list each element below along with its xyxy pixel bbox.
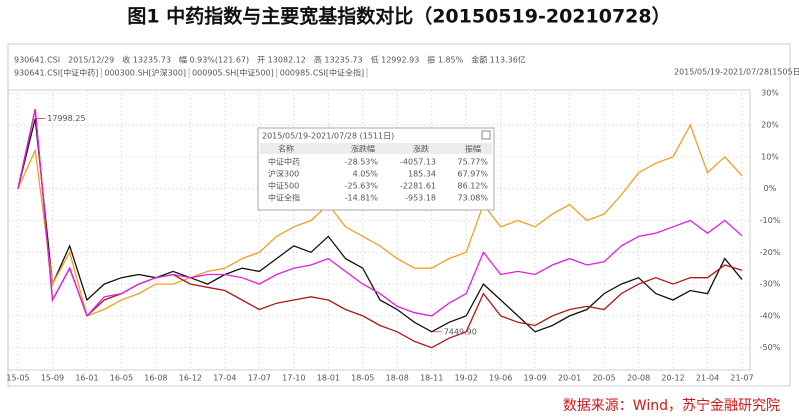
x-tick-label: 19-09 — [524, 374, 547, 383]
table-cell: 4.05% — [353, 170, 379, 179]
annotation: 17998.25 — [47, 114, 85, 123]
info-item: 金额 113.36亿 — [471, 55, 526, 65]
table-close — [481, 130, 491, 140]
y-tick-label: 20% — [761, 121, 779, 130]
y-tick-label: -10% — [760, 216, 781, 225]
legend-item: 000300.SH[沪深300] — [104, 68, 186, 78]
table-cell: 中证全指 — [268, 193, 300, 203]
x-tick-label: 21-04 — [696, 374, 719, 383]
table-cell: 185.34 — [408, 170, 436, 179]
x-tick-label: 17-10 — [282, 374, 305, 383]
table-header-bg — [260, 143, 492, 154]
x-tick-label: 18-11 — [420, 374, 443, 383]
x-tick-label: 19-02 — [455, 374, 478, 383]
table-cell: 75.77% — [457, 158, 488, 167]
table-cell: 86.12% — [457, 182, 488, 191]
y-tick-label: 0% — [764, 184, 777, 193]
info-item: 930641.CSI — [14, 56, 60, 65]
chart-title: 图1 中药指数与主要宽基指数对比（20150519-20210728） — [127, 5, 670, 28]
table-header: 涨跌 — [413, 144, 429, 154]
x-tick-label: 16-05 — [110, 374, 133, 383]
series-line — [17, 118, 743, 333]
table-cell: 中证500 — [268, 181, 299, 191]
range-label: 2015/05/19-2021/07/28(1505日) — [674, 68, 799, 77]
info-item: 2015/12/29 — [68, 56, 114, 65]
info-item: 幅 0.93%(121.67) — [179, 55, 249, 65]
series-line — [17, 123, 743, 317]
x-tick-label: 17-04 — [213, 374, 236, 383]
x-tick-label: 20-01 — [558, 374, 581, 383]
x-tick-label: 20-05 — [592, 374, 615, 383]
x-tick-label: 16-12 — [179, 374, 202, 383]
x-tick-label: 20-12 — [661, 374, 684, 383]
annotation: 7449.90 — [444, 327, 477, 336]
x-tick-label: 21-07 — [730, 374, 753, 383]
x-tick-label: 18-01 — [317, 374, 340, 383]
info-item: 低 12992.93 — [371, 55, 420, 65]
table-cell: 73.08% — [457, 194, 488, 203]
info-item: 高 13235.73 — [314, 55, 363, 65]
table-box — [257, 127, 495, 211]
x-tick-label: 15-09 — [41, 374, 64, 383]
source: 数据来源：Wind，苏宁金融研究院 — [563, 397, 780, 414]
table-cell: 67.97% — [457, 170, 488, 179]
x-tick-label: 17-07 — [248, 374, 271, 383]
info-item: 振 1.85% — [427, 55, 463, 65]
y-tick-label: -40% — [760, 311, 781, 320]
x-tick-label: 18-05 — [351, 374, 374, 383]
info-item: 开 13082.12 — [257, 56, 306, 65]
table-title: 2015/05/19-2021/07/28 (1511日) — [262, 132, 394, 141]
x-tick-label: 19-06 — [489, 374, 512, 383]
table-cell: -953.18 — [405, 194, 436, 203]
chart-frame — [7, 43, 791, 387]
info-item: 收 13235.73 — [122, 55, 171, 65]
y-tick-label: 30% — [761, 89, 779, 98]
x-tick-label: 20-08 — [627, 374, 650, 383]
table-header: 涨跌幅 — [351, 144, 375, 154]
legend-item: 930641.CSI[中证中药] — [14, 68, 98, 78]
table-cell: 中证中药 — [268, 157, 300, 167]
table-header: 名称 — [278, 144, 294, 154]
x-tick-label: 15-05 — [6, 374, 29, 383]
table-header: 振幅 — [465, 144, 481, 154]
y-tick-label: -50% — [760, 343, 781, 352]
legend-item: 000905.SH[中证500] — [192, 68, 274, 78]
table-cell: -25.63% — [345, 182, 379, 191]
y-tick-label: 10% — [761, 152, 779, 161]
table-cell: -2281.61 — [400, 182, 436, 191]
x-tick-label: 16-08 — [144, 374, 167, 383]
series-line — [17, 108, 743, 318]
y-tick-label: -20% — [760, 248, 781, 257]
table-cell: -14.81% — [345, 194, 379, 203]
table-cell: 沪深300 — [268, 169, 299, 179]
table-cell: -4057.13 — [400, 158, 436, 167]
x-tick-label: 18-08 — [386, 374, 409, 383]
x-tick-label: 16-01 — [75, 374, 98, 383]
y-tick-label: -30% — [760, 280, 781, 289]
table-cell: -28.53% — [345, 158, 379, 167]
plot-frame — [7, 89, 751, 371]
legend-item: 000985.CSI[中证全指] — [280, 68, 364, 78]
